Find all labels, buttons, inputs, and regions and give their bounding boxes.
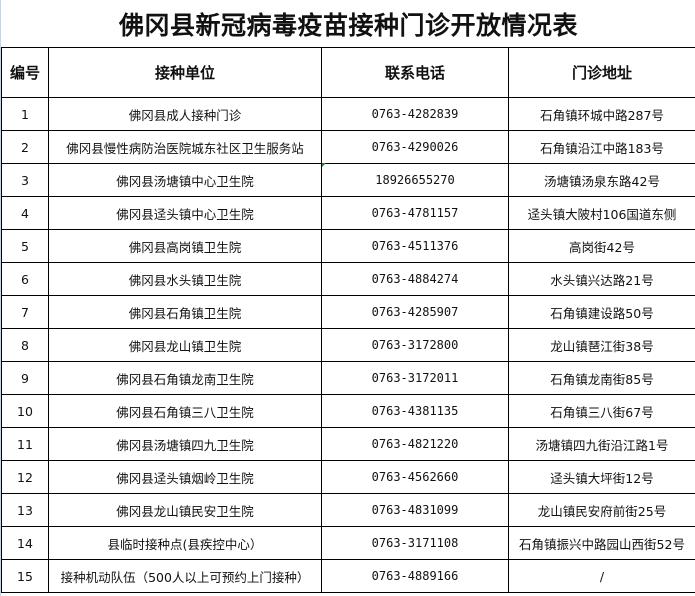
table-row: 2 佛冈县慢性病防治医院城东社区卫生服务站 0763-4290026 石角镇沿江中路1… <box>1 130 695 164</box>
table-row: 9 佛冈县石角镇龙南卫生院 0763-3172011 石角镇龙南街85号 <box>1 361 695 395</box>
cell-unit[interactable]: 佛冈县高岗镇卫生院 <box>48 229 322 263</box>
cell-number[interactable]: 13 <box>1 493 49 527</box>
cell-phone[interactable]: 0763-4562660 <box>321 460 509 494</box>
cell-unit[interactable]: 佛冈县汤塘镇四九卫生院 <box>48 427 322 461</box>
clinic-table: 编号 接种单位 联系电话 门诊地址 1 佛冈县成人接种门诊 0763-4282839… <box>1 47 695 593</box>
cell-unit[interactable]: 县临时接种点(县疾控中心） <box>48 526 322 560</box>
table-row: 6 佛冈县水头镇卫生院 0763-4884274 水头镇兴达路21号 <box>1 262 695 296</box>
header-phone[interactable]: 联系电话 <box>321 47 509 98</box>
cell-phone[interactable]: 0763-4282839 <box>321 97 509 131</box>
cell-number[interactable]: 3 <box>1 163 49 197</box>
table-row: 4 佛冈县迳头镇中心卫生院 0763-4781157 迳头镇大陂村106国道东侧 <box>1 196 695 230</box>
cell-phone[interactable]: 0763-4884274 <box>321 262 509 296</box>
cell-number[interactable]: 10 <box>1 394 49 428</box>
cell-phone[interactable]: 0763-4381135 <box>321 394 509 428</box>
table-row: 7 佛冈县石角镇卫生院 0763-4285907 石角镇建设路50号 <box>1 295 695 329</box>
cell-unit[interactable]: 佛冈县成人接种门诊 <box>48 97 322 131</box>
cell-address[interactable]: 石角镇沿江中路183号 <box>508 130 695 164</box>
cell-unit[interactable]: 佛冈县水头镇卫生院 <box>48 262 322 296</box>
cell-number[interactable]: 9 <box>1 361 49 395</box>
cell-unit[interactable]: 佛冈县慢性病防治医院城东社区卫生服务站 <box>48 130 322 164</box>
table-row: 14 县临时接种点(县疾控中心） 0763-3171108 石角镇振兴中路园山西街52… <box>1 526 695 560</box>
cell-address[interactable]: 石角镇建设路50号 <box>508 295 695 329</box>
cell-address[interactable]: 石角镇振兴中路园山西街52号 <box>508 526 695 560</box>
cell-unit[interactable]: 佛冈县迳头镇烟岭卫生院 <box>48 460 322 494</box>
cell-number[interactable]: 12 <box>1 460 49 494</box>
cell-address[interactable]: 高岗街42号 <box>508 229 695 263</box>
cell-phone[interactable]: 0763-4781157 <box>321 196 509 230</box>
cell-phone[interactable]: 18926655270 <box>321 163 509 197</box>
cell-unit[interactable]: 佛冈县汤塘镇中心卫生院 <box>48 163 322 197</box>
table-row: 8 佛冈县龙山镇卫生院 0763-3172800 龙山镇琶江街38号 <box>1 328 695 362</box>
cell-address[interactable]: 石角镇三八街67号 <box>508 394 695 428</box>
header-unit[interactable]: 接种单位 <box>48 47 322 98</box>
table-row: 1 佛冈县成人接种门诊 0763-4282839 石角镇环城中路287号 <box>1 97 695 131</box>
cell-unit[interactable]: 佛冈县龙山镇民安卫生院 <box>48 493 322 527</box>
cell-address[interactable]: 水头镇兴达路21号 <box>508 262 695 296</box>
cell-address[interactable]: / <box>508 559 695 593</box>
cell-unit[interactable]: 佛冈县迳头镇中心卫生院 <box>48 196 322 230</box>
table-row: 5 佛冈县高岗镇卫生院 0763-4511376 高岗街42号 <box>1 229 695 263</box>
cell-unit[interactable]: 佛冈县龙山镇卫生院 <box>48 328 322 362</box>
sheet-title: 佛冈县新冠病毒疫苗接种门诊开放情况表 <box>1 0 695 48</box>
cell-unit[interactable]: 佛冈县石角镇三八卫生院 <box>48 394 322 428</box>
cell-address[interactable]: 汤塘镇四九街沿江路1号 <box>508 427 695 461</box>
cell-comment-marker <box>322 163 326 167</box>
table-row: 13 佛冈县龙山镇民安卫生院 0763-4831099 龙山镇民安府前街25号 <box>1 493 695 527</box>
cell-number[interactable]: 8 <box>1 328 49 362</box>
cell-address[interactable]: 龙山镇民安府前街25号 <box>508 493 695 527</box>
cell-unit[interactable]: 佛冈县石角镇龙南卫生院 <box>48 361 322 395</box>
table-row: 12 佛冈县迳头镇烟岭卫生院 0763-4562660 迳头镇大坪街12号 <box>1 460 695 494</box>
table-row: 11 佛冈县汤塘镇四九卫生院 0763-4821220 汤塘镇四九街沿江路1号 <box>1 427 695 461</box>
cell-address[interactable]: 迳头镇大陂村106国道东侧 <box>508 196 695 230</box>
cell-phone[interactable]: 0763-3171108 <box>321 526 509 560</box>
cell-unit[interactable]: 接种机动队伍（500人以上可预约上门接种） <box>48 559 322 593</box>
cell-phone[interactable]: 0763-4889166 <box>321 559 509 593</box>
cell-phone[interactable]: 0763-3172800 <box>321 328 509 362</box>
cell-number[interactable]: 2 <box>1 130 49 164</box>
cell-phone[interactable]: 0763-4511376 <box>321 229 509 263</box>
cell-address[interactable]: 龙山镇琶江街38号 <box>508 328 695 362</box>
cell-number[interactable]: 6 <box>1 262 49 296</box>
cell-unit[interactable]: 佛冈县石角镇卫生院 <box>48 295 322 329</box>
cell-number[interactable]: 15 <box>1 559 49 593</box>
cell-number[interactable]: 4 <box>1 196 49 230</box>
header-number[interactable]: 编号 <box>1 47 49 98</box>
cell-address[interactable]: 迳头镇大坪街12号 <box>508 460 695 494</box>
cell-address[interactable]: 汤塘镇汤泉东路42号 <box>508 163 695 197</box>
table-row: 15 接种机动队伍（500人以上可预约上门接种） 0763-4889166/ <box>1 559 695 593</box>
table-row: 3 佛冈县汤塘镇中心卫生院 18926655270 汤塘镇汤泉东路42号 <box>1 163 695 197</box>
cell-number[interactable]: 5 <box>1 229 49 263</box>
cell-number[interactable]: 1 <box>1 97 49 131</box>
table-row: 10 佛冈县石角镇三八卫生院 0763-4381135 石角镇三八街67号 <box>1 394 695 428</box>
cell-address[interactable]: 石角镇环城中路287号 <box>508 97 695 131</box>
cell-phone[interactable]: 0763-4821220 <box>321 427 509 461</box>
cell-phone[interactable]: 0763-4285907 <box>321 295 509 329</box>
cell-phone[interactable]: 0763-3172011 <box>321 361 509 395</box>
cell-number[interactable]: 7 <box>1 295 49 329</box>
cell-address[interactable]: 石角镇龙南街85号 <box>508 361 695 395</box>
cell-number[interactable]: 11 <box>1 427 49 461</box>
header-address[interactable]: 门诊地址 <box>508 47 695 98</box>
cell-number[interactable]: 14 <box>1 526 49 560</box>
header-row: 编号 接种单位 联系电话 门诊地址 <box>1 47 695 98</box>
cell-phone[interactable]: 0763-4290026 <box>321 130 509 164</box>
cell-phone[interactable]: 0763-4831099 <box>321 493 509 527</box>
